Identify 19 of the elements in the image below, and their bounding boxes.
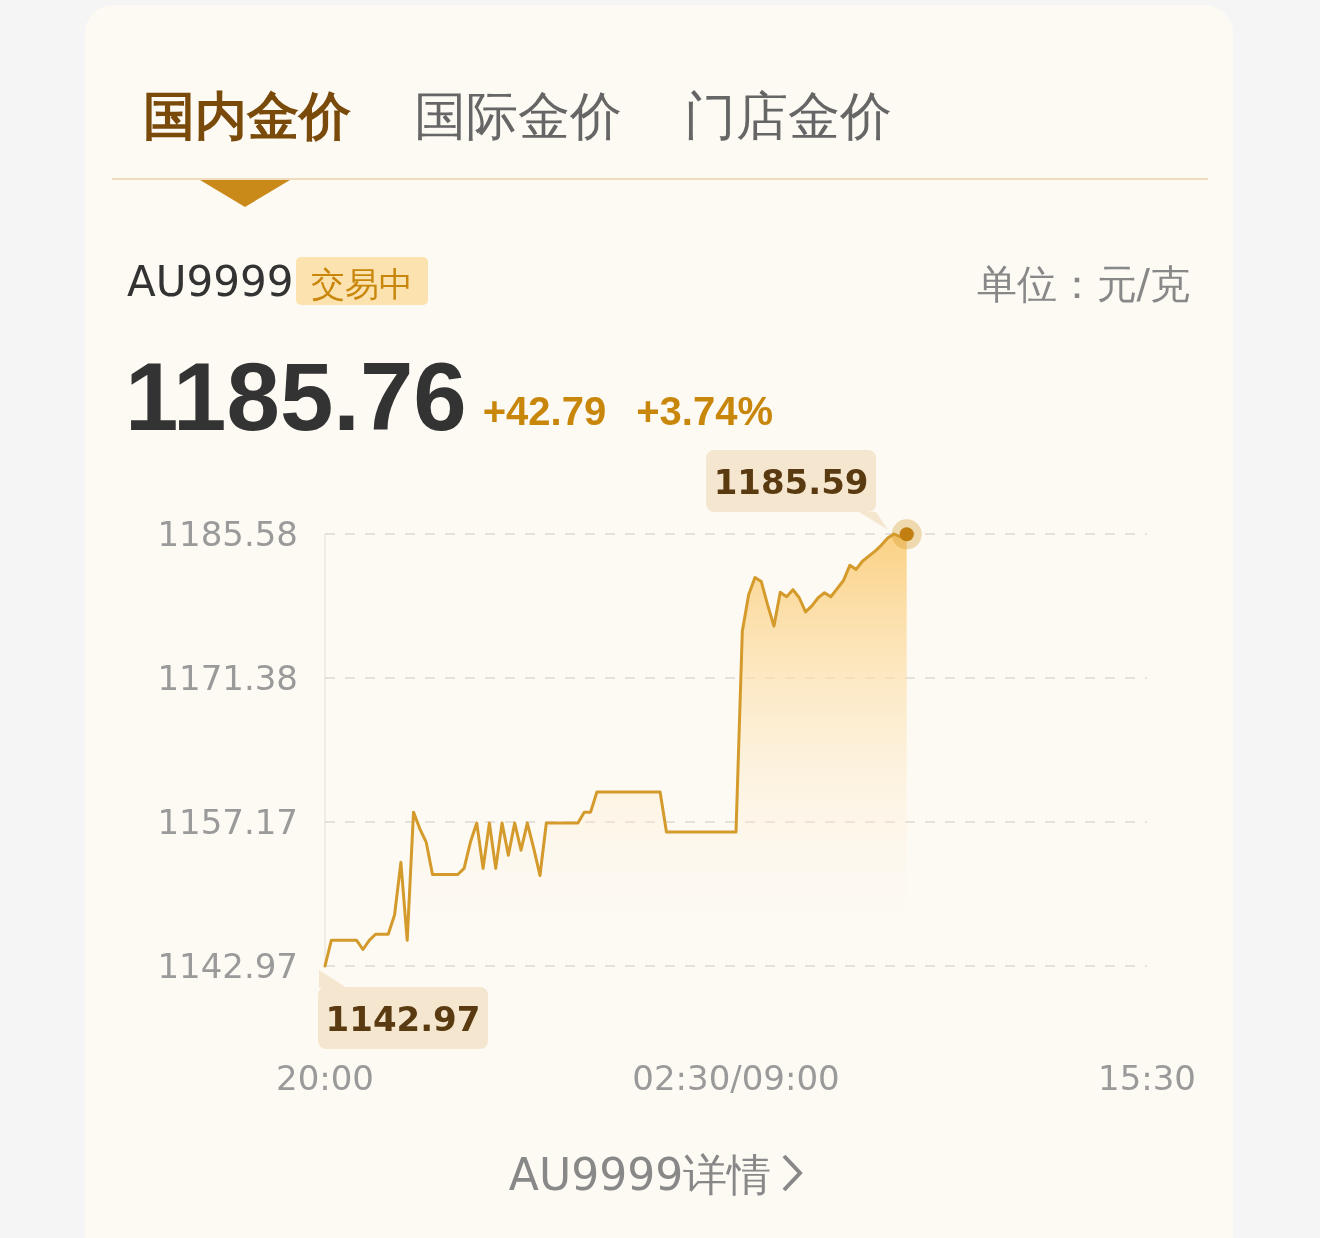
text: 1185.76 [125, 343, 467, 450]
x-tick-label: 02:30/09:00 [632, 1058, 840, 1098]
text: 1185.59 [713, 462, 869, 502]
y-tick-label: 1185.58 [157, 514, 298, 555]
text: +3.74% [636, 389, 773, 433]
text: 1142.97 [325, 999, 481, 1039]
x-tick-label: 15:30 [1098, 1058, 1196, 1098]
text: +42.79 [482, 389, 607, 433]
y-tick-label: 1142.97 [157, 946, 298, 986]
text: 交易中 [311, 264, 413, 304]
x-tick-label: 20:00 [276, 1058, 374, 1098]
text: 单位：元/克 [976, 261, 1190, 307]
chart-title: AU9999 [127, 257, 294, 306]
y-tick-label: 1171.38 [157, 658, 298, 699]
text: 国内金价 [143, 86, 351, 146]
text: AU9999详情 [508, 1149, 772, 1200]
y-tick-label: 1157.17 [157, 802, 298, 843]
text: 门店金价 [684, 86, 892, 146]
text: 国际金价 [414, 86, 622, 146]
